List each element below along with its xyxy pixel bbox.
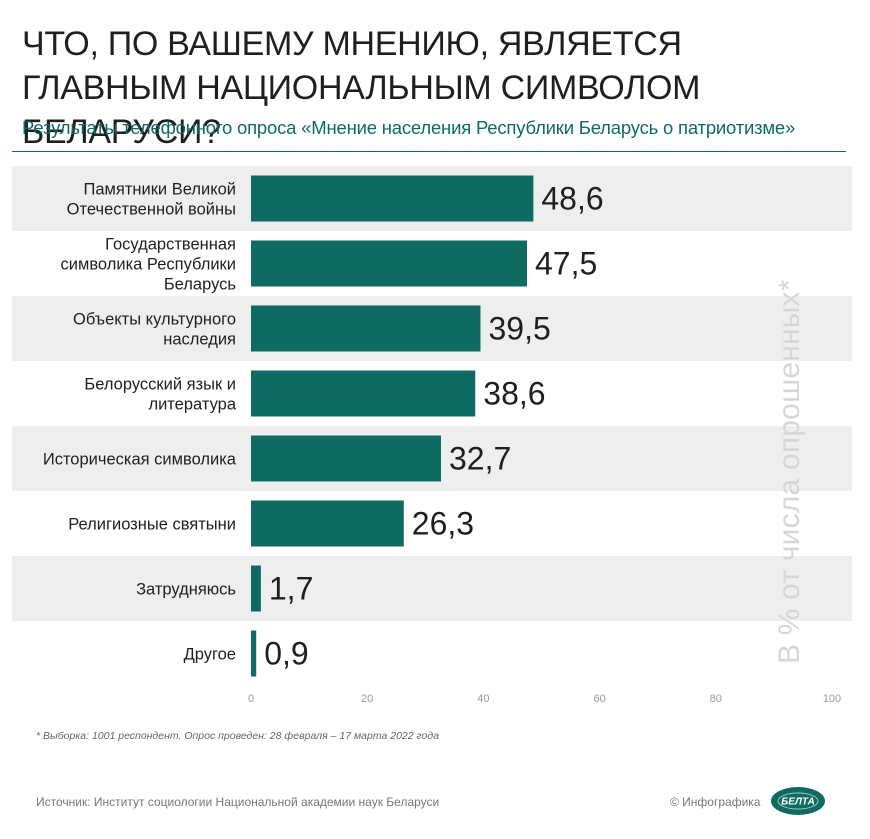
x-tick-label: 100 xyxy=(823,693,841,705)
bar xyxy=(251,630,257,677)
bar xyxy=(251,565,261,612)
bar xyxy=(251,435,441,482)
value-label: 38,6 xyxy=(483,376,545,412)
source-text: Источник: Институт социологии Национальн… xyxy=(36,795,440,809)
bar xyxy=(251,500,404,547)
category-label: Государственная символика Республики Белар… xyxy=(61,236,236,294)
footnote: * Выборка: 1001 респондент. Опрос провед… xyxy=(36,730,440,742)
value-label: 47,5 xyxy=(535,246,597,282)
x-tick-label: 80 xyxy=(710,693,722,705)
x-tick-label: 40 xyxy=(477,693,489,705)
x-tick-label: 60 xyxy=(593,693,605,705)
category-label: Другое xyxy=(184,646,236,664)
bar xyxy=(251,370,476,417)
chart-title: Что, по вашему мнению, является главным … xyxy=(22,25,701,151)
x-tick-label: 20 xyxy=(361,693,373,705)
category-label: Белорусский язык и литература xyxy=(84,376,236,414)
category-label: Затрудняюсь xyxy=(136,581,236,599)
category-label: Религиозные святыни xyxy=(68,516,236,534)
chart-subtitle: Результаты телефонного опроса «Мнение на… xyxy=(22,117,796,138)
value-label: 48,6 xyxy=(541,181,603,217)
bar xyxy=(251,175,534,222)
value-label: 1,7 xyxy=(269,571,313,607)
row-band xyxy=(12,556,852,621)
x-tick-label: 0 xyxy=(248,693,254,705)
svg-text:БЕЛТА: БЕЛТА xyxy=(781,797,815,808)
category-label: Объекты культурного наследия xyxy=(73,311,236,349)
value-label: 26,3 xyxy=(412,506,474,542)
category-label: Памятники Великой Отечественной войны xyxy=(67,181,236,219)
value-label: 0,9 xyxy=(264,636,308,672)
bar xyxy=(251,305,481,352)
category-label: Историческая символика xyxy=(43,451,237,469)
title-divider xyxy=(12,151,846,152)
axis-unit-note: В % от числа опрошенных* xyxy=(773,279,806,664)
value-label: 39,5 xyxy=(488,311,550,347)
bar xyxy=(251,240,527,287)
value-label: 32,7 xyxy=(449,441,511,477)
credit-text: © Инфографика xyxy=(670,795,761,809)
belta-logo: БЕЛТА xyxy=(771,787,825,815)
